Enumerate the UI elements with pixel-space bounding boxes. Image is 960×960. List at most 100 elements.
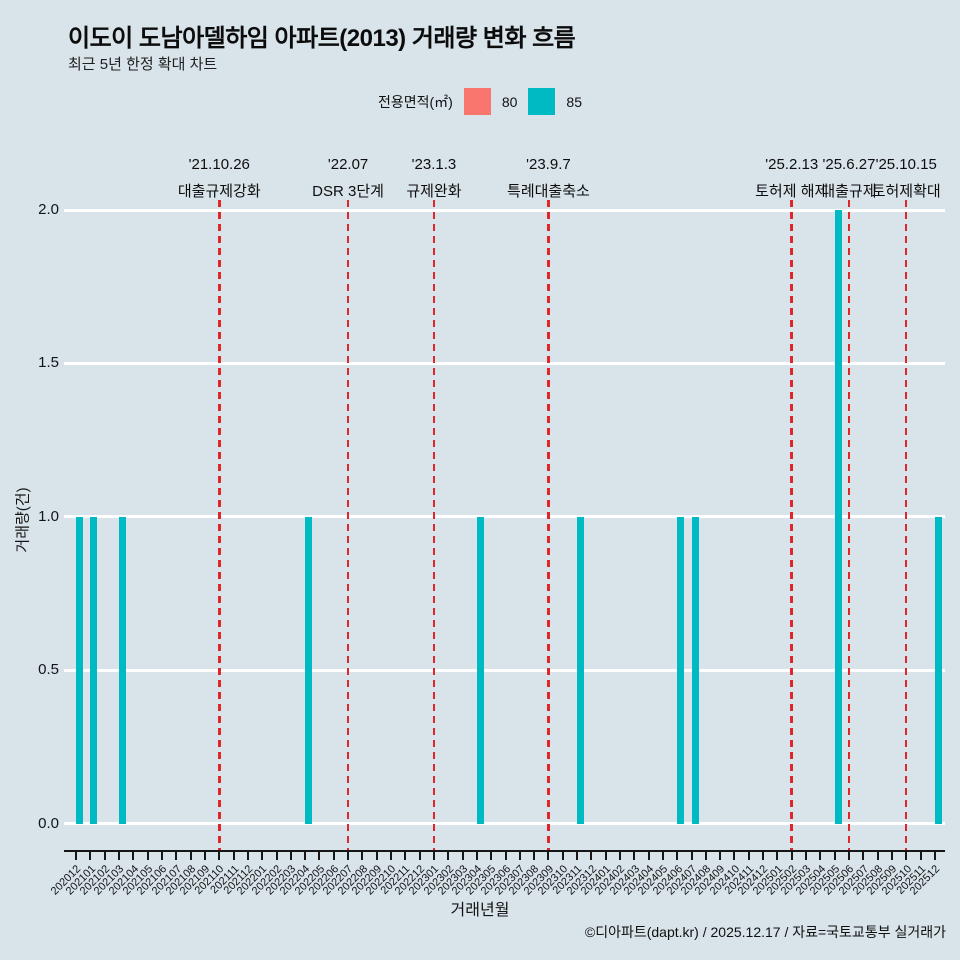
event-label: 대출규제 — [821, 183, 877, 200]
x-tick — [161, 852, 164, 860]
x-tick — [633, 852, 636, 860]
event-label: 특례대출축소 — [507, 183, 590, 200]
legend-swatch-85 — [528, 88, 556, 115]
x-tick — [676, 852, 679, 860]
event-date: '25.10.15 — [875, 156, 937, 173]
x-tick — [261, 852, 264, 860]
y-tick-label: 0.5 — [38, 661, 59, 679]
x-tick — [490, 852, 493, 860]
event-date: '25.6.27 — [822, 156, 876, 173]
x-tick — [618, 852, 621, 860]
x-tick — [447, 852, 450, 860]
legend-label-80: 80 — [501, 93, 518, 110]
x-tick — [347, 852, 350, 860]
x-tick — [805, 852, 808, 860]
x-tick — [289, 852, 292, 860]
event-date: '22.07 — [327, 156, 369, 173]
x-tick — [404, 852, 407, 860]
bar-85-202505 — [834, 210, 842, 824]
x-tick — [189, 852, 192, 860]
x-tick — [504, 852, 507, 860]
event-date: '25.2.13 — [765, 156, 819, 173]
legend-title: 전용면적(㎡) — [377, 93, 453, 110]
x-tick — [561, 852, 564, 860]
event-line — [432, 200, 436, 850]
x-tick — [762, 852, 765, 860]
event-label: DSR 3단계 — [312, 183, 384, 200]
event-label: 토허제확대 — [871, 183, 941, 200]
x-tick — [933, 852, 936, 860]
bar-85-202406 — [677, 516, 685, 824]
x-tick — [518, 852, 521, 860]
bar-85-202512 — [934, 516, 942, 824]
y-tick-label: 1.5 — [38, 354, 59, 372]
x-tick — [418, 852, 421, 860]
x-tick — [833, 852, 836, 860]
legend-label-85: 85 — [566, 93, 582, 110]
x-tick — [690, 852, 693, 860]
x-tick — [747, 852, 750, 860]
event-line — [547, 200, 550, 850]
x-tick — [776, 852, 779, 860]
bar-85-202407 — [691, 516, 699, 824]
x-tick — [919, 852, 922, 860]
x-axis-title: 거래년월 — [450, 902, 510, 919]
x-tick — [332, 852, 335, 860]
x-tick — [604, 852, 607, 860]
x-tick — [103, 852, 106, 860]
x-tick — [661, 852, 664, 860]
bar-85-202101 — [90, 516, 98, 824]
x-tick — [390, 852, 392, 860]
bar-85-202304 — [476, 516, 484, 824]
event-label: 대출규제강화 — [177, 183, 261, 200]
x-tick — [905, 852, 908, 860]
x-tick — [475, 852, 478, 860]
y-tick-label: 2.0 — [38, 201, 59, 218]
bar-85-202012 — [76, 516, 84, 824]
x-tick — [375, 852, 378, 860]
x-tick — [146, 852, 149, 860]
x-tick — [590, 852, 593, 860]
x-tick — [232, 852, 235, 860]
x-tick — [432, 852, 435, 860]
y-tick-label: 1.0 — [38, 507, 59, 525]
x-tick — [704, 852, 707, 860]
x-tick — [275, 852, 278, 860]
x-tick — [862, 852, 865, 860]
y-tick-label: 0.0 — [38, 814, 59, 832]
x-tick — [246, 852, 249, 860]
x-tick — [790, 852, 793, 860]
x-tick — [175, 852, 178, 860]
event-line — [904, 200, 908, 850]
y-gridline — [64, 822, 945, 825]
event-line — [346, 200, 350, 850]
x-tick — [318, 852, 321, 860]
legend: 전용면적(㎡) 80 85 — [0, 88, 960, 115]
y-gridline — [64, 361, 945, 365]
x-tick — [118, 852, 121, 860]
x-tick — [547, 852, 550, 860]
x-axis-line — [64, 850, 945, 852]
x-tick — [89, 852, 92, 860]
bar-85-202103 — [119, 516, 127, 824]
x-tick — [203, 852, 206, 860]
x-tick — [132, 852, 135, 860]
x-tick — [304, 852, 307, 860]
event-label: 규제완화 — [406, 183, 462, 200]
x-tick — [75, 852, 78, 860]
chart-title: 이도이 도남아델하임 아파트(2013) 거래량 변화 흐름 — [68, 25, 576, 52]
x-tick — [847, 852, 850, 860]
event-line — [790, 200, 793, 850]
x-tick — [819, 852, 822, 860]
event-date: '21.10.26 — [188, 156, 250, 173]
y-gridline — [64, 668, 945, 672]
x-tick — [647, 852, 650, 860]
y-gridline — [64, 208, 945, 212]
chart-subtitle: 최근 5년 한정 확대 차트 — [68, 56, 218, 73]
x-tick — [576, 852, 579, 860]
x-tick — [218, 852, 221, 860]
credit-line: ©디아파트(dapt.kr) / 2025.12.17 / 자료=국토교통부 실… — [584, 924, 946, 940]
bar-85-202204 — [305, 516, 313, 824]
